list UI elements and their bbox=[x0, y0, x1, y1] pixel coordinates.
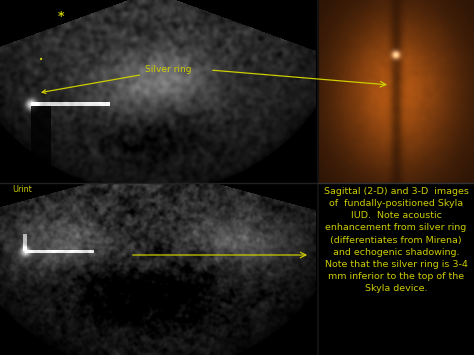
Text: *: * bbox=[58, 10, 64, 23]
Bar bbox=[318, 183, 474, 355]
Text: Urint: Urint bbox=[12, 185, 32, 194]
Text: Silver ring: Silver ring bbox=[42, 66, 191, 93]
Text: Sagittal (2-D) and 3-D  images
of  fundally-positioned Skyla
IUD.  Note acoustic: Sagittal (2-D) and 3-D images of fundall… bbox=[324, 187, 468, 293]
Text: ·: · bbox=[38, 50, 44, 70]
